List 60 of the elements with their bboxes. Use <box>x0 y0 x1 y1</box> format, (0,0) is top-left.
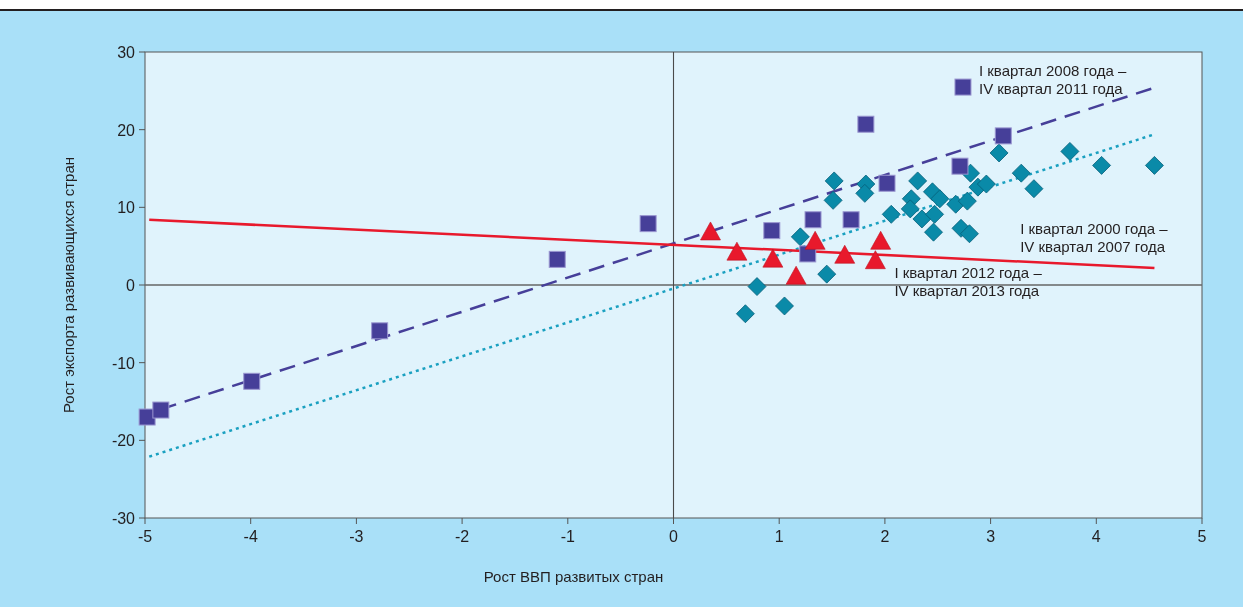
point <box>951 157 969 175</box>
x-tick-label: -1 <box>560 528 576 545</box>
point <box>790 227 810 247</box>
point <box>1092 155 1111 175</box>
point <box>908 171 928 191</box>
point <box>735 304 755 324</box>
point <box>817 264 837 284</box>
x-axis-title: Рост ВВП развитых стран <box>483 568 664 585</box>
point <box>639 215 657 233</box>
point <box>763 222 781 240</box>
point <box>900 199 920 219</box>
point <box>1145 155 1164 175</box>
x-tick-label: -3 <box>349 528 364 545</box>
point <box>994 127 1012 145</box>
point <box>912 209 932 229</box>
point <box>881 204 901 224</box>
point <box>1011 163 1031 183</box>
point <box>976 174 996 194</box>
point <box>924 222 943 242</box>
point <box>243 372 261 390</box>
x-tick-label: 0 <box>669 528 679 545</box>
x-tick-label: -5 <box>137 528 153 545</box>
y-tick-label: 0 <box>126 277 136 294</box>
point <box>855 183 875 203</box>
x-tick-label: -4 <box>243 528 258 545</box>
point <box>925 204 944 224</box>
y-tick-label: 20 <box>117 121 136 139</box>
point <box>960 224 979 244</box>
point <box>1024 179 1044 199</box>
point <box>823 190 843 210</box>
point <box>747 277 767 296</box>
x-tick-label: 4 <box>1091 528 1101 545</box>
point <box>857 115 875 133</box>
series-label: I квартал 2012 года – IV квартал 2013 года <box>894 264 1043 300</box>
series-label: I квартал 2000 года – IV квартал 2007 года <box>1020 219 1169 255</box>
legend-label: I квартал 2008 года – IV квартал 2011 года <box>978 62 1127 98</box>
point <box>930 189 950 209</box>
point <box>700 221 721 241</box>
y-axis-title: Рост экспорта развивающихся стран <box>60 156 77 414</box>
y-tick-label: 10 <box>117 199 136 217</box>
x-tick-label: 3 <box>986 528 996 545</box>
x-tick-label: 2 <box>880 528 890 545</box>
point <box>878 174 896 192</box>
x-tick-label: 1 <box>774 528 784 545</box>
point <box>804 211 822 229</box>
point <box>371 322 389 340</box>
x-tick-label: 5 <box>1197 528 1207 545</box>
point <box>842 211 860 229</box>
y-tick-label: -10 <box>111 354 136 372</box>
y-tick-label: -30 <box>111 510 136 527</box>
point <box>548 250 566 268</box>
point <box>775 296 794 316</box>
point <box>1060 142 1080 161</box>
point <box>152 401 170 419</box>
point <box>957 191 977 211</box>
y-tick-label: -20 <box>111 432 136 450</box>
point <box>824 171 844 191</box>
y-tick-label: 30 <box>117 44 136 61</box>
point <box>989 143 1009 163</box>
x-tick-label: -2 <box>454 528 470 545</box>
